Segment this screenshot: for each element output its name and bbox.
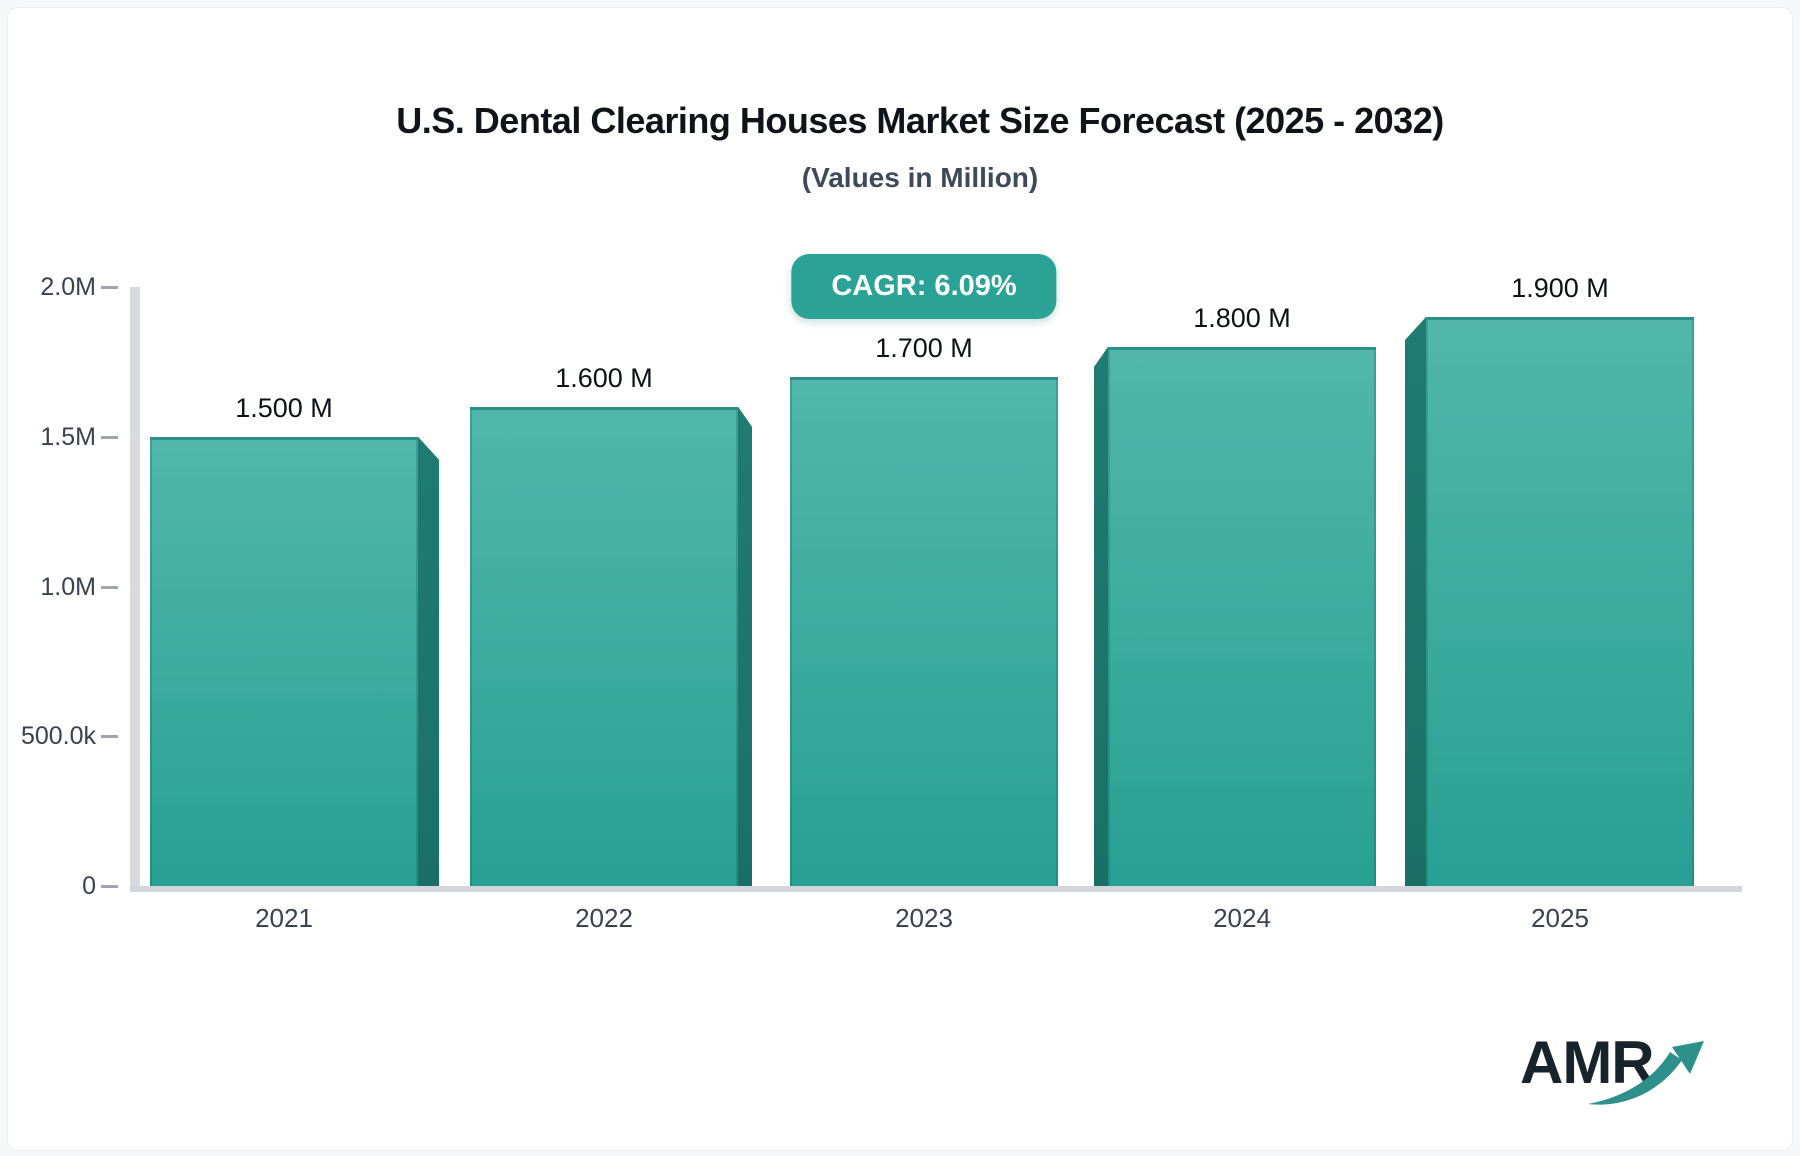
amr-logo[interactable]: AMR — [1520, 1028, 1760, 1118]
y-axis-tick-mark — [101, 585, 118, 589]
bar-value-label-2022: 1.600 M — [555, 362, 653, 393]
y-axis-tick-label: 0 — [82, 872, 96, 900]
y-axis-tick-label: 2.0M — [40, 273, 96, 301]
x-axis-label-2025: 2025 — [1531, 903, 1589, 933]
bar-2024[interactable] — [1108, 346, 1376, 886]
y-axis-tick-mark — [101, 435, 118, 439]
y-axis-tick-label: 1.5M — [40, 422, 96, 451]
bar-value-label-2021: 1.500 M — [235, 392, 333, 423]
bar-value-label-2024: 1.800 M — [1193, 302, 1291, 333]
amr-logo-text: AMR — [1520, 1029, 1655, 1096]
chart-title: U.S. Dental Clearing Houses Market Size … — [396, 100, 1444, 141]
trend-up-arrow-icon — [1588, 1041, 1704, 1105]
bar-2021[interactable] — [150, 436, 418, 886]
y-axis-tick-mark — [101, 286, 118, 289]
bar-2022[interactable] — [470, 406, 738, 886]
bar-value-label-2025: 1.900 M — [1511, 272, 1609, 303]
x-axis-line — [130, 886, 1742, 892]
bar-3d-side-2025 — [1405, 316, 1426, 886]
x-axis-label-2023: 2023 — [895, 903, 953, 933]
x-axis-label-2024: 2024 — [1213, 903, 1271, 933]
bar-3d-side-2024 — [1094, 346, 1108, 886]
bar-3d-side-2021 — [418, 436, 439, 886]
y-axis-tick-mark — [101, 735, 118, 739]
y-axis-tick-mark — [101, 885, 118, 888]
bar-value-label-2023: 1.700 M — [875, 332, 973, 363]
x-axis-label-2021: 2021 — [255, 903, 313, 933]
chart-subtitle: (Values in Million) — [801, 162, 1039, 193]
bar-2023[interactable] — [790, 376, 1058, 886]
cagr-badge: CAGR: 6.09% — [791, 254, 1057, 319]
y-axis-tick-label: 1.0M — [40, 572, 96, 601]
x-axis-label-2022: 2022 — [575, 903, 633, 933]
y-axis-line — [130, 287, 140, 892]
bar-2025[interactable] — [1426, 316, 1694, 886]
bar-3d-side-2022 — [738, 406, 752, 886]
y-axis-tick-label: 500.0k — [20, 722, 96, 751]
